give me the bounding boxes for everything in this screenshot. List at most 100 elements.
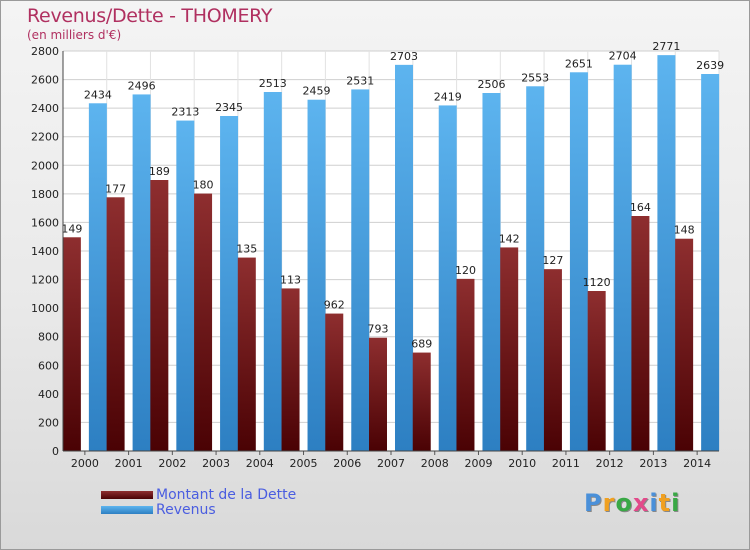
bar-revenus — [526, 86, 545, 452]
y-tick-label: 2200 — [31, 131, 59, 144]
data-label-revenus: 2771 — [652, 40, 680, 53]
data-label-revenus: 2345 — [215, 101, 243, 114]
data-label-revenus: 2704 — [609, 50, 637, 63]
x-tick-label: 2012 — [596, 457, 624, 470]
data-label-debt: 180 — [193, 179, 214, 192]
legend-item-debt: Montant de la Dette — [101, 486, 297, 503]
data-label-revenus: 2639 — [696, 59, 724, 72]
y-tick-label: 1400 — [31, 245, 59, 258]
bar-debt — [62, 237, 81, 451]
y-tick-label: 200 — [38, 416, 59, 429]
data-label-debt: 149 — [61, 222, 82, 235]
bar-revenus — [482, 93, 501, 451]
y-tick-label: 2000 — [31, 159, 59, 172]
bar-revenus — [176, 120, 195, 452]
data-label-debt: 127 — [542, 254, 563, 267]
y-tick-label: 2800 — [31, 45, 59, 58]
x-tick-label: 2004 — [246, 457, 274, 470]
x-tick-label: 2008 — [421, 457, 449, 470]
y-tick-label: 2400 — [31, 102, 59, 115]
bar-revenus — [438, 105, 457, 451]
bar-debt — [237, 257, 256, 451]
y-tick-label: 1600 — [31, 216, 59, 229]
legend-label-debt: Montant de la Dette — [156, 486, 297, 503]
y-tick-label: 1200 — [31, 274, 59, 287]
logo-letter: i — [649, 489, 659, 517]
data-label-debt: 177 — [105, 182, 126, 195]
data-label-debt: 793 — [368, 323, 389, 336]
bar-debt — [456, 278, 475, 451]
data-label-revenus: 2313 — [171, 106, 199, 119]
data-label-debt: 189 — [149, 165, 170, 178]
chart-subtitle: (en milliers d'€) — [27, 28, 122, 42]
data-label-debt: 164 — [630, 201, 651, 214]
legend-swatch-revenus — [101, 505, 153, 514]
bar-revenus — [569, 72, 588, 452]
bar-debt — [587, 291, 606, 451]
data-label-debt: 1120 — [583, 276, 611, 289]
bar-revenus — [351, 89, 370, 451]
data-label-debt: 962 — [324, 299, 345, 312]
bar-revenus — [701, 74, 720, 451]
data-label-revenus: 2651 — [565, 57, 593, 70]
logo-letter: t — [658, 489, 672, 517]
data-label-debt: 142 — [499, 232, 520, 245]
x-tick-label: 2010 — [508, 457, 536, 470]
x-tick-label: 2001 — [115, 457, 143, 470]
data-label-debt: 689 — [411, 338, 432, 351]
bars — [62, 55, 720, 452]
bar-revenus — [132, 94, 151, 451]
legend: Montant de la Dette Revenus — [101, 486, 297, 518]
x-tick-label: 2011 — [552, 457, 580, 470]
data-label-debt: 113 — [280, 273, 301, 286]
bar-debt — [543, 269, 562, 451]
data-label-revenus: 2531 — [346, 74, 374, 87]
x-tick-label: 2009 — [464, 457, 492, 470]
bar-debt — [325, 313, 344, 451]
proxiti-logo: Proxiti — [584, 489, 680, 517]
y-tick-label: 0 — [52, 445, 59, 458]
logo-letter: r — [602, 489, 616, 517]
bar-debt — [194, 193, 213, 452]
data-label-revenus: 2419 — [434, 90, 462, 103]
logo-letter: i — [671, 489, 681, 517]
bar-revenus — [220, 116, 239, 451]
bar-debt — [150, 180, 169, 451]
y-tick-label: 1000 — [31, 302, 59, 315]
logo-letter: P — [584, 489, 603, 517]
bar-revenus — [613, 64, 632, 451]
logo-letter: x — [632, 489, 650, 517]
data-label-debt: 120 — [455, 264, 476, 277]
bar-debt — [631, 216, 650, 451]
x-tick-label: 2003 — [202, 457, 230, 470]
y-tick-label: 800 — [38, 331, 59, 344]
x-tick-label: 2013 — [639, 457, 667, 470]
legend-item-revenus: Revenus — [101, 502, 296, 518]
data-label-debt: 148 — [674, 224, 695, 237]
x-tick-label: 2006 — [333, 457, 361, 470]
data-label-revenus: 2513 — [259, 77, 287, 90]
data-label-revenus: 2553 — [521, 71, 549, 84]
data-label-revenus: 2703 — [390, 50, 418, 63]
bar-debt — [675, 238, 694, 451]
axes: 0 200 400 600 800 1000 1200 1400 1600 1800 2000 220… — [31, 45, 719, 470]
y-tick-label: 400 — [38, 388, 59, 401]
x-tick-label: 2007 — [377, 457, 405, 470]
data-label-debt: 135 — [236, 243, 257, 256]
y-tick-label: 1800 — [31, 188, 59, 201]
x-tick-label: 2002 — [158, 457, 186, 470]
data-label-revenus: 2459 — [303, 85, 331, 98]
bar-revenus — [307, 99, 326, 451]
bar-revenus — [395, 64, 413, 451]
bar-debt — [106, 197, 125, 451]
bar-revenus — [263, 92, 282, 451]
bar-debt — [412, 352, 431, 451]
data-label-revenus: 2496 — [128, 79, 156, 92]
data-label-revenus: 2434 — [84, 88, 112, 101]
bar-revenus — [657, 55, 676, 452]
bar-revenus — [88, 103, 107, 452]
bar-debt — [281, 288, 300, 451]
logo-letter: o — [615, 489, 633, 517]
